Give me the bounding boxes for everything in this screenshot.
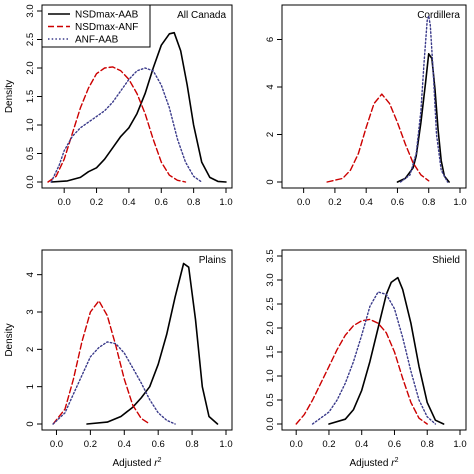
x-tick-label: 0.4 <box>122 197 135 208</box>
x-tick-label: 0.4 <box>360 197 373 208</box>
x-tick-label: 1.0 <box>453 197 466 208</box>
y-tick-label: 1 <box>25 384 36 389</box>
panel-title: Plains <box>199 255 226 266</box>
y-axis-label: Density <box>4 323 15 356</box>
plot-frame <box>41 249 233 431</box>
series-line-anf-aab <box>50 67 203 183</box>
x-axis-label: Adjusted r2 <box>113 457 162 469</box>
y-tick-label: 0 <box>25 421 36 426</box>
x-tick-label: 0.8 <box>187 197 200 208</box>
series-line-nsdmax-anf <box>47 66 187 183</box>
series-line-nsdmax-aab <box>328 276 445 425</box>
y-tick-label: 4 <box>25 272 36 277</box>
x-tick-label: 0.2 <box>90 197 103 208</box>
y-axis-label: Density <box>4 80 15 113</box>
panel-title: Shield <box>432 255 460 266</box>
y-tick-label: 2 <box>265 132 276 137</box>
x-tick-label: 0.8 <box>421 439 434 450</box>
panel-title: Cordillera <box>417 10 460 21</box>
y-tick-label: 4 <box>265 84 276 89</box>
x-tick-label: 0.2 <box>84 439 97 450</box>
series-line-nsdmax-anf <box>52 300 151 425</box>
plot-frame <box>281 4 467 189</box>
x-tick-label: 0.0 <box>290 439 303 450</box>
y-tick-label: 1.0 <box>265 369 276 382</box>
x-tick-label: 0.6 <box>152 439 165 450</box>
y-tick-label: 1.5 <box>265 345 276 358</box>
plot-frame <box>281 249 467 431</box>
y-tick-label: 3 <box>25 309 36 314</box>
y-tick-label: 2.0 <box>25 61 36 74</box>
series-line-nsdmax-anf <box>326 93 430 183</box>
x-tick-label: 1.0 <box>219 439 232 450</box>
x-tick-label: 0.4 <box>118 439 131 450</box>
y-tick-label: 0.0 <box>265 417 276 430</box>
x-tick-label: 0.6 <box>391 197 404 208</box>
x-tick-label: 0.6 <box>388 439 401 450</box>
panel-title: All Canada <box>177 10 226 21</box>
x-tick-label: 0.0 <box>58 197 71 208</box>
y-tick-label: 3.5 <box>265 249 276 262</box>
y-tick-label: 2 <box>25 347 36 352</box>
x-tick-label: 0.4 <box>355 439 368 450</box>
y-tick-label: 0.5 <box>25 147 36 160</box>
series-line-anf-aab <box>311 291 437 425</box>
panel-4: 0.0 0.2 0.4 0.6 0.8 1.0 0.0 0.5 1.0 1.5 2.0 2.5 3.0 3… <box>265 249 467 469</box>
series-line-nsdmax-aab <box>50 31 227 183</box>
y-tick-label: 2.5 <box>25 33 36 46</box>
legend-label: ANF-AAB <box>75 35 119 46</box>
legend-label: NSDmax-AAB <box>75 10 139 21</box>
x-tick-label: 1.0 <box>219 197 232 208</box>
x-axis-label: Adjusted r2 <box>350 457 399 469</box>
panel-1: 0.0 0.2 0.4 0.6 0.8 1.0 0.0 0.5 1.0 1.5 2.0 2.5 3.0 D… <box>4 4 233 208</box>
panel-3: 0.0 0.2 0.4 0.6 0.8 1.0 0 1 2 3 4 Density Adjusted r… <box>4 249 233 469</box>
legend-label: NSDmax-ANF <box>75 22 138 33</box>
x-tick-label: 0.6 <box>155 197 168 208</box>
y-tick-label: 1.0 <box>25 118 36 131</box>
x-tick-label: 0.0 <box>50 439 63 450</box>
x-tick-label: 0.2 <box>328 197 341 208</box>
x-tick-label: 0.8 <box>422 197 435 208</box>
x-tick-label: 0.2 <box>322 439 335 450</box>
y-tick-label: 6 <box>265 37 276 42</box>
series-line-anf-aab <box>399 15 449 183</box>
series-line-nsdmax-aab <box>396 52 450 183</box>
panel-2: 0.0 0.2 0.4 0.6 0.8 1.0 0 2 4 6 Cordillera <box>265 4 467 208</box>
y-tick-label: 0.0 <box>25 175 36 188</box>
x-tick-label: 0.8 <box>185 439 198 450</box>
y-tick-label: 2.0 <box>265 321 276 334</box>
series-line-nsdmax-anf <box>295 318 428 425</box>
y-tick-label: 0.5 <box>265 393 276 406</box>
x-tick-label: 0.0 <box>297 197 310 208</box>
y-tick-label: 3.0 <box>25 4 36 17</box>
y-tick-label: 2.5 <box>265 297 276 310</box>
series-line-nsdmax-aab <box>86 262 219 425</box>
y-tick-label: 3.0 <box>265 273 276 286</box>
series-line-anf-aab <box>52 341 176 425</box>
x-tick-label: 1.0 <box>453 439 466 450</box>
y-tick-label: 0 <box>265 179 276 184</box>
y-tick-label: 1.5 <box>25 90 36 103</box>
